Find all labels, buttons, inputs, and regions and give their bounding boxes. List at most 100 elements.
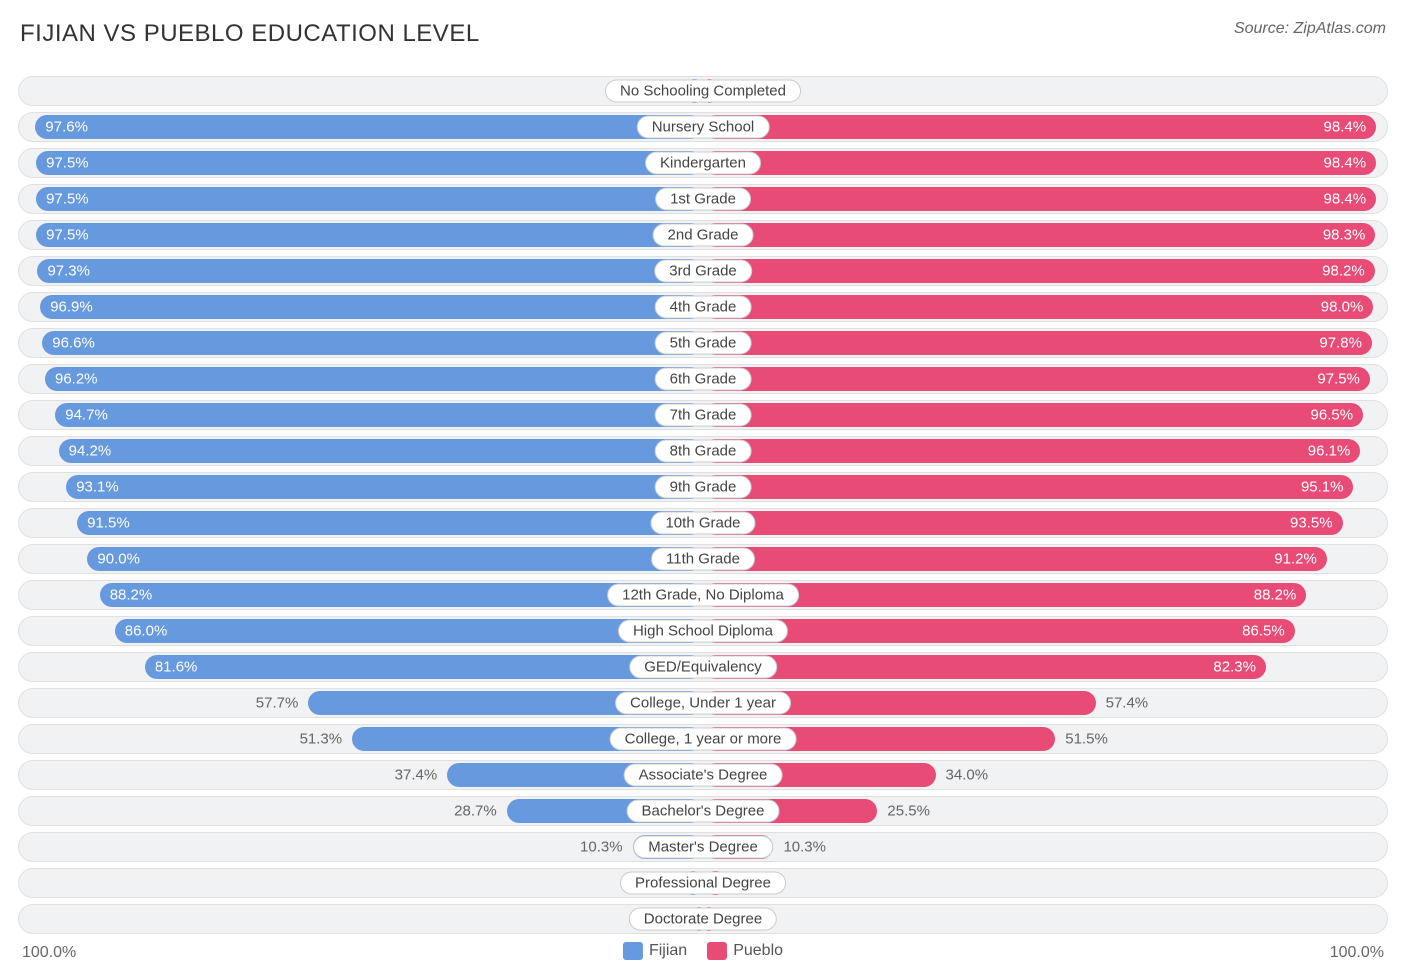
bar-left — [66, 475, 703, 499]
chart-row: 97.5%98.4%1st Grade — [18, 184, 1388, 214]
chart-row: 2.5%1.9%No Schooling Completed — [18, 76, 1388, 106]
bar-right-value: 86.5% — [1242, 623, 1285, 640]
category-label: 9th Grade — [655, 476, 752, 499]
chart-row: 51.3%51.5%College, 1 year or more — [18, 724, 1388, 754]
chart-row: 10.3%10.3%Master's Degree — [18, 832, 1388, 862]
bar-right — [703, 223, 1375, 247]
bar-right — [703, 295, 1373, 319]
category-label: No Schooling Completed — [605, 80, 801, 103]
chart-row: 1.1%1.7%Doctorate Degree — [18, 904, 1388, 934]
bar-right-value: 88.2% — [1254, 587, 1297, 604]
bar-left-value: 94.7% — [65, 407, 108, 424]
chart-row: 2.9%3.7%Professional Degree — [18, 868, 1388, 898]
bar-right-value: 96.1% — [1308, 443, 1351, 460]
bar-right-value: 98.0% — [1321, 299, 1364, 316]
bar-left — [42, 331, 703, 355]
category-label: Master's Degree — [633, 836, 773, 859]
bar-right-value: 91.2% — [1274, 551, 1317, 568]
bar-left-value: 93.1% — [76, 479, 119, 496]
bar-left-value: 37.4% — [395, 767, 438, 784]
bar-left — [36, 151, 703, 175]
bar-right — [703, 655, 1266, 679]
bar-left-value: 97.5% — [46, 191, 89, 208]
legend: Fijian Pueblo — [623, 942, 783, 960]
bar-left — [59, 439, 703, 463]
bar-left-value: 57.7% — [256, 695, 299, 712]
bar-right-value: 95.1% — [1301, 479, 1344, 496]
legend-item-left: Fijian — [623, 942, 687, 960]
bar-left-value: 97.5% — [46, 155, 89, 172]
category-label: 7th Grade — [655, 404, 752, 427]
chart-row: 57.7%57.4%College, Under 1 year — [18, 688, 1388, 718]
category-label: Professional Degree — [620, 872, 786, 895]
category-label: Nursery School — [637, 116, 770, 139]
category-label: Doctorate Degree — [629, 908, 777, 931]
bar-right-value: 25.5% — [887, 803, 930, 820]
chart-row: 93.1% 95.1% 9th Grade — [18, 472, 1388, 502]
legend-item-right: Pueblo — [707, 942, 783, 960]
bar-left — [40, 295, 703, 319]
legend-swatch-right — [707, 942, 727, 960]
chart-row: 96.6%97.8%5th Grade — [18, 328, 1388, 358]
bar-left — [36, 187, 703, 211]
bar-right-value: 98.2% — [1322, 263, 1365, 280]
chart-row: 97.5%98.3%2nd Grade — [18, 220, 1388, 250]
bar-left-value: 96.9% — [50, 299, 93, 316]
bar-right — [703, 259, 1375, 283]
bar-left — [55, 403, 703, 427]
bar-left — [37, 259, 703, 283]
bar-right — [703, 475, 1353, 499]
bar-left-value: 91.5% — [87, 515, 130, 532]
bar-left-value: 28.7% — [454, 803, 497, 820]
category-label: College, Under 1 year — [615, 692, 791, 715]
bar-left — [115, 619, 703, 643]
axis-max-right: 100.0% — [1330, 944, 1384, 962]
chart-row: 94.2%96.1%8th Grade — [18, 436, 1388, 466]
bar-left-value: 97.3% — [47, 263, 90, 280]
bar-right-value: 97.8% — [1319, 335, 1362, 352]
bar-left — [87, 547, 703, 571]
bar-right — [703, 151, 1376, 175]
bar-left — [77, 511, 703, 535]
category-label: 10th Grade — [650, 512, 755, 535]
bar-right — [703, 547, 1327, 571]
category-label: High School Diploma — [618, 620, 788, 643]
category-label: Bachelor's Degree — [627, 800, 780, 823]
chart-row: 91.5% 93.5% 10th Grade — [18, 508, 1388, 538]
category-label: 2nd Grade — [653, 224, 754, 247]
category-label: 5th Grade — [655, 332, 752, 355]
bar-right-value: 93.5% — [1290, 515, 1333, 532]
category-label: Kindergarten — [645, 152, 761, 175]
category-label: 12th Grade, No Diploma — [607, 584, 799, 607]
axis-max-left: 100.0% — [22, 944, 76, 962]
chart-row: 97.6% 98.4% Nursery School — [18, 112, 1388, 142]
bar-right-value: 51.5% — [1065, 731, 1108, 748]
bar-right-value: 82.3% — [1213, 659, 1256, 676]
bar-left-value: 90.0% — [97, 551, 140, 568]
category-label: 11th Grade — [651, 548, 755, 571]
bar-right — [703, 439, 1360, 463]
chart-row: 88.2%88.2%12th Grade, No Diploma — [18, 580, 1388, 610]
bar-right-value: 97.5% — [1317, 371, 1360, 388]
bar-left — [35, 115, 703, 139]
category-label: Associate's Degree — [624, 764, 783, 787]
legend-label-left: Fijian — [649, 942, 687, 960]
bar-left-value: 96.2% — [55, 371, 98, 388]
bar-left — [36, 223, 703, 247]
bar-right — [703, 511, 1343, 535]
bar-left-value: 97.6% — [45, 119, 88, 136]
chart-row: 37.4%34.0%Associate's Degree — [18, 760, 1388, 790]
bar-right-value: 98.4% — [1324, 119, 1367, 136]
bar-left-value: 97.5% — [46, 227, 89, 244]
chart-title: FIJIAN VS PUEBLO EDUCATION LEVEL — [20, 20, 480, 48]
chart-row: 94.7% 96.5% 7th Grade — [18, 400, 1388, 430]
bar-right — [703, 619, 1295, 643]
category-label: 8th Grade — [655, 440, 752, 463]
diverging-bar-chart: FIJIAN VS PUEBLO EDUCATION LEVEL Source:… — [0, 0, 1406, 975]
bar-right — [703, 115, 1376, 139]
bar-right-value: 96.5% — [1311, 407, 1354, 424]
category-label: College, 1 year or more — [610, 728, 797, 751]
bar-right — [703, 187, 1376, 211]
chart-row: 86.0%86.5%High School Diploma — [18, 616, 1388, 646]
chart-row: 28.7% 25.5% Bachelor's Degree — [18, 796, 1388, 826]
